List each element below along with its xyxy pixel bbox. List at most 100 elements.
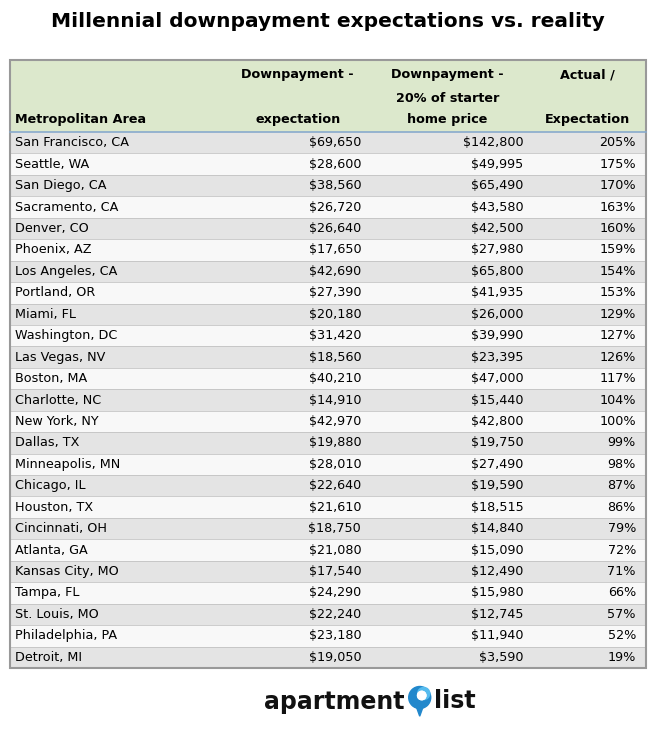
Bar bbox=[10, 496, 646, 518]
Text: list: list bbox=[434, 689, 476, 713]
Text: Minneapolis, MN: Minneapolis, MN bbox=[15, 458, 120, 471]
Text: 99%: 99% bbox=[607, 436, 636, 450]
Text: $12,490: $12,490 bbox=[471, 565, 523, 578]
Text: San Diego, CA: San Diego, CA bbox=[15, 179, 106, 192]
Circle shape bbox=[418, 687, 430, 700]
Text: Millennial downpayment expectations vs. reality: Millennial downpayment expectations vs. … bbox=[51, 12, 605, 31]
Text: 160%: 160% bbox=[600, 222, 636, 235]
Text: 98%: 98% bbox=[607, 458, 636, 471]
Text: $21,610: $21,610 bbox=[309, 501, 361, 514]
Text: $43,580: $43,580 bbox=[471, 200, 523, 213]
Bar bbox=[10, 411, 646, 432]
Text: Expectation: Expectation bbox=[544, 113, 630, 126]
Text: $20,180: $20,180 bbox=[308, 308, 361, 321]
Text: Tampa, FL: Tampa, FL bbox=[15, 586, 79, 599]
Bar bbox=[10, 518, 646, 539]
Bar bbox=[10, 325, 646, 346]
Polygon shape bbox=[414, 701, 425, 716]
Text: 129%: 129% bbox=[600, 308, 636, 321]
Text: Kansas City, MO: Kansas City, MO bbox=[15, 565, 119, 578]
Text: $27,490: $27,490 bbox=[471, 458, 523, 471]
Text: $26,000: $26,000 bbox=[471, 308, 523, 321]
Bar bbox=[10, 60, 646, 668]
Text: Dallas, TX: Dallas, TX bbox=[15, 436, 79, 450]
Bar bbox=[10, 303, 646, 325]
Text: St. Louis, MO: St. Louis, MO bbox=[15, 608, 99, 621]
Text: $65,800: $65,800 bbox=[471, 265, 523, 278]
Text: 175%: 175% bbox=[600, 158, 636, 170]
Bar bbox=[10, 432, 646, 454]
Text: $19,750: $19,750 bbox=[471, 436, 523, 450]
Text: Seattle, WA: Seattle, WA bbox=[15, 158, 89, 170]
Text: $49,995: $49,995 bbox=[471, 158, 523, 170]
Text: Phoenix, AZ: Phoenix, AZ bbox=[15, 243, 92, 257]
Text: Houston, TX: Houston, TX bbox=[15, 501, 93, 514]
Text: $28,010: $28,010 bbox=[308, 458, 361, 471]
Text: 104%: 104% bbox=[600, 393, 636, 406]
Bar bbox=[10, 218, 646, 239]
Text: 154%: 154% bbox=[600, 265, 636, 278]
Bar bbox=[10, 561, 646, 582]
Text: $42,970: $42,970 bbox=[309, 415, 361, 428]
Text: $14,910: $14,910 bbox=[309, 393, 361, 406]
Text: $142,800: $142,800 bbox=[462, 136, 523, 149]
Bar bbox=[10, 197, 646, 218]
Text: $15,440: $15,440 bbox=[471, 393, 523, 406]
Text: Philadelphia, PA: Philadelphia, PA bbox=[15, 629, 117, 643]
Text: Denver, CO: Denver, CO bbox=[15, 222, 89, 235]
Text: Detroit, MI: Detroit, MI bbox=[15, 651, 82, 664]
Text: $19,050: $19,050 bbox=[308, 651, 361, 664]
Text: New York, NY: New York, NY bbox=[15, 415, 98, 428]
Bar bbox=[10, 368, 646, 390]
Text: 66%: 66% bbox=[607, 586, 636, 599]
Text: $23,395: $23,395 bbox=[471, 351, 523, 363]
Bar bbox=[10, 132, 646, 154]
Text: Metropolitan Area: Metropolitan Area bbox=[15, 113, 146, 126]
Text: $19,590: $19,590 bbox=[471, 480, 523, 492]
Text: $12,745: $12,745 bbox=[471, 608, 523, 621]
Text: apartment: apartment bbox=[264, 689, 405, 713]
Text: 117%: 117% bbox=[600, 372, 636, 385]
Text: $42,500: $42,500 bbox=[471, 222, 523, 235]
Text: $27,390: $27,390 bbox=[309, 287, 361, 299]
Bar bbox=[10, 582, 646, 604]
Text: $42,800: $42,800 bbox=[471, 415, 523, 428]
Text: 79%: 79% bbox=[607, 522, 636, 535]
Text: Chicago, IL: Chicago, IL bbox=[15, 480, 85, 492]
Text: $14,840: $14,840 bbox=[471, 522, 523, 535]
Text: 127%: 127% bbox=[600, 329, 636, 342]
Bar bbox=[10, 604, 646, 625]
Text: $39,990: $39,990 bbox=[471, 329, 523, 342]
Text: 72%: 72% bbox=[607, 544, 636, 556]
Text: $11,940: $11,940 bbox=[471, 629, 523, 643]
Text: 153%: 153% bbox=[600, 287, 636, 299]
Text: $42,690: $42,690 bbox=[309, 265, 361, 278]
Bar bbox=[10, 239, 646, 261]
Text: Cincinnati, OH: Cincinnati, OH bbox=[15, 522, 107, 535]
Text: $47,000: $47,000 bbox=[471, 372, 523, 385]
Bar bbox=[10, 154, 646, 175]
Bar bbox=[10, 625, 646, 646]
Text: San Francisco, CA: San Francisco, CA bbox=[15, 136, 129, 149]
Text: 20% of starter: 20% of starter bbox=[396, 91, 499, 105]
Text: 163%: 163% bbox=[600, 200, 636, 213]
Text: $27,980: $27,980 bbox=[471, 243, 523, 257]
Text: $24,290: $24,290 bbox=[309, 586, 361, 599]
Text: $17,540: $17,540 bbox=[308, 565, 361, 578]
Text: $21,080: $21,080 bbox=[308, 544, 361, 556]
Text: 87%: 87% bbox=[607, 480, 636, 492]
Circle shape bbox=[417, 692, 426, 700]
Text: expectation: expectation bbox=[255, 113, 340, 126]
Text: $19,880: $19,880 bbox=[308, 436, 361, 450]
Text: 100%: 100% bbox=[600, 415, 636, 428]
Bar bbox=[10, 261, 646, 282]
Bar bbox=[10, 646, 646, 668]
Bar bbox=[10, 282, 646, 303]
Text: $18,515: $18,515 bbox=[470, 501, 523, 514]
Text: $26,720: $26,720 bbox=[309, 200, 361, 213]
Bar bbox=[10, 390, 646, 411]
Text: 205%: 205% bbox=[600, 136, 636, 149]
Text: Sacramento, CA: Sacramento, CA bbox=[15, 200, 118, 213]
Text: $18,560: $18,560 bbox=[308, 351, 361, 363]
Text: Washington, DC: Washington, DC bbox=[15, 329, 117, 342]
